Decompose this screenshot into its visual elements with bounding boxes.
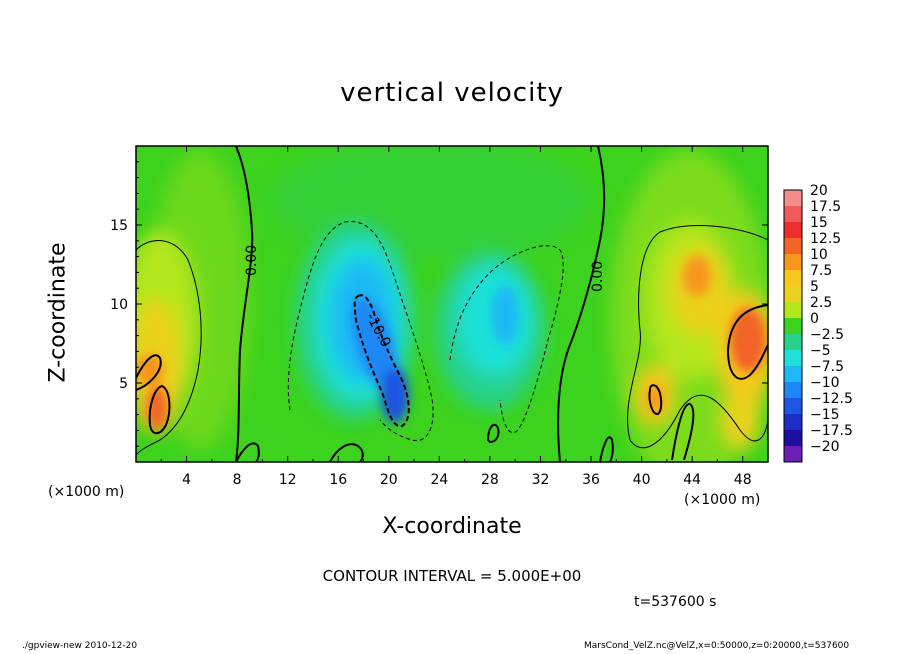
colorbar-swatch [784,190,802,207]
contour-neg10 [353,294,410,428]
x-tick-label: 48 [734,472,752,488]
colorbar-swatch [784,238,802,255]
contour-interval-text: CONTOUR INTERVAL = 5.000E+00 [322,567,582,585]
zero-contour-right [557,146,606,462]
colorbar-label: 10 [810,247,828,263]
contour-label-zero-left: 0.00 [244,245,260,276]
colorbar-label: 17.5 [810,199,841,215]
x-tick-label: 12 [279,472,297,488]
colorbar-swatch [784,430,802,447]
colorbar-swatch [784,222,802,239]
colorbar-label: −20 [810,439,840,455]
colorbar-frame [783,189,803,463]
colorbar-label: 2.5 [810,295,832,311]
x-tick-group: 4 8 12 16 20 24 28 32 36 40 44 48 [160,146,752,488]
contour-neg5-a [287,221,434,442]
x-tick-label: 32 [532,472,550,488]
footer-left: ./gpview-new 2010-12-20 [22,641,138,651]
colorbar-label: −2.5 [810,327,844,343]
colorbar-swatch [784,286,802,303]
colorbar-swatch [784,366,802,383]
colorbar-swatch [784,302,802,319]
colorbar-label: 12.5 [810,231,841,247]
x-unit-label-right: (×1000 m) [684,492,761,508]
x-tick-label: 20 [380,472,398,488]
colorbar-label: 7.5 [810,263,832,279]
contour-10-right-small [648,384,663,415]
colorbar-label: 0 [810,311,819,327]
colorbar-swatch [784,270,802,287]
y-tick-label: 5 [119,376,128,392]
field-blob [351,297,399,393]
field-blob [720,390,760,450]
colorbar-swatch [784,318,802,335]
y-tick-group: 5 10 15 [110,161,768,447]
x-tick-label: 4 [182,472,191,488]
contour-label-zero-right: 0.00 [590,261,606,292]
contour-10-left-b [148,384,171,435]
contour-10-bottom-2 [599,436,614,462]
colorbar-swatch [784,334,802,351]
x-tick-label: 8 [233,472,242,488]
colorbar-label: −10 [810,375,840,391]
x-axis-label: X-coordinate [382,514,522,539]
field-blob [730,308,766,372]
colorbar-swatch [784,414,802,431]
zero-contour-left [235,146,254,462]
colorbar-swatch [784,446,802,463]
field-blob [147,386,167,430]
contour-10-bottom-3 [329,443,364,462]
colorbar-swatch [784,398,802,415]
x-unit-label-left: (×1000 m) [48,484,125,500]
colorbar-label: 5 [810,279,819,295]
contour-10-bottom-4 [235,442,260,462]
colorbar-label: −5 [810,343,831,359]
x-tick-label: 16 [329,472,347,488]
y-tick-label: 10 [110,297,128,313]
colorbar-label: −15 [810,407,840,423]
field-blob [136,354,164,386]
x-tick-label: 36 [582,472,600,488]
x-tick-label: 28 [481,472,499,488]
velocity-field [136,146,768,462]
colorbar-label: −12.5 [810,391,853,407]
footer-right: MarsCond_VelZ.nc@VelZ,x=0:50000,z=0:2000… [584,641,850,651]
colorbar-swatch [784,206,802,223]
colorbar-swatch [784,382,802,399]
chart-title: vertical velocity [340,78,564,108]
x-tick-label: 44 [683,472,701,488]
x-tick-label: 40 [633,472,651,488]
x-tick-label: 24 [430,472,448,488]
colorbar-swatch [784,254,802,271]
colorbar-label: −17.5 [810,423,853,439]
colorbar-label: 15 [810,215,828,231]
colorbar-swatch [784,350,802,367]
contour-5-right [627,225,768,449]
contour-10-left-a [136,354,162,391]
contour-10-right [726,304,768,380]
colorbar: 2017.51512.5107.552.50−2.5−5−7.5−10−12.5… [783,183,853,463]
contour-5-left [136,240,202,456]
contour-lines [136,146,768,462]
field-blob [381,367,409,423]
y-tick-label: 15 [110,218,128,234]
colorbar-label: −7.5 [810,359,844,375]
field-blob [491,285,519,345]
field-blob [683,256,711,296]
time-label: t=537600 s [634,594,717,610]
colorbar-label: 20 [810,183,828,199]
contour-10-bottom [671,403,695,461]
contour-10-bottom-5 [486,423,500,444]
